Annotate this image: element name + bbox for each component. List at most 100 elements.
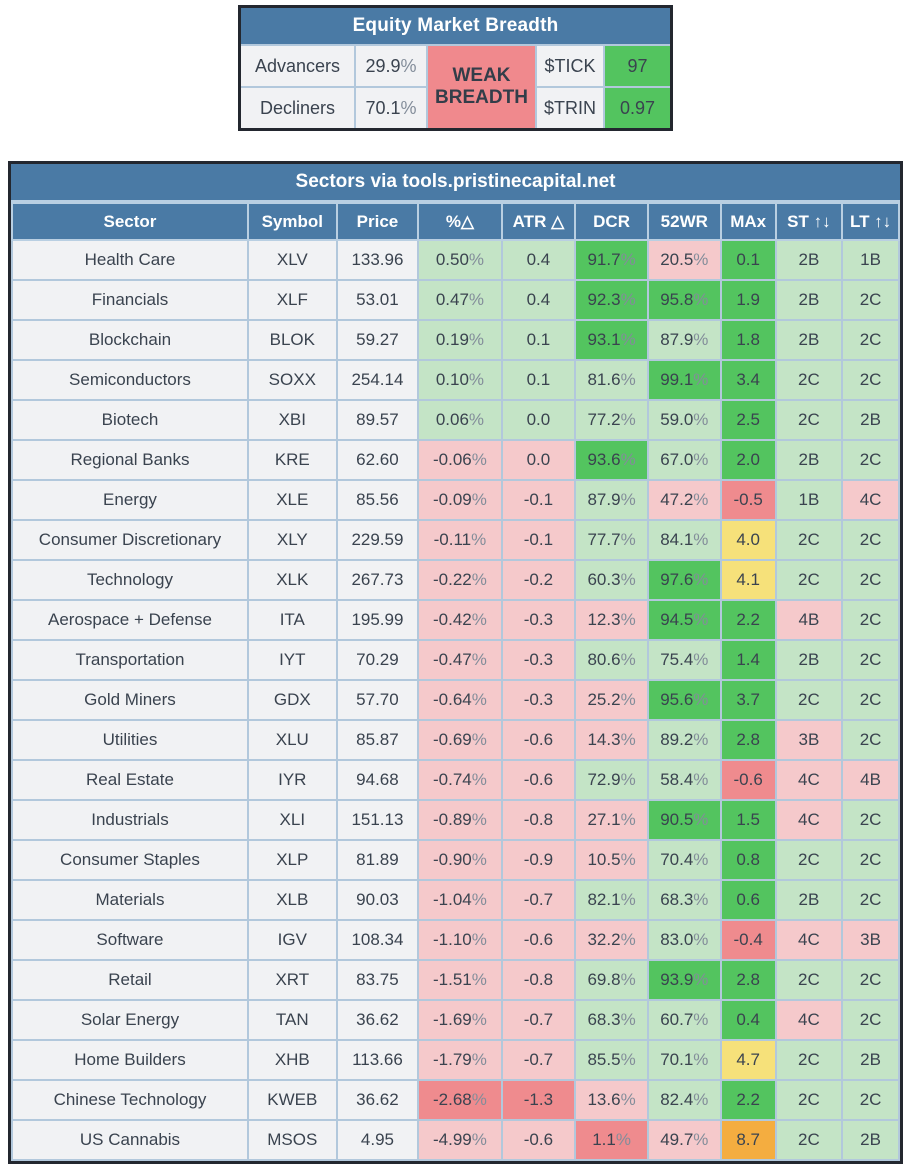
- cell-sector: Materials: [11, 879, 249, 921]
- cell-st-rating: 4C: [774, 799, 844, 841]
- column-header-price[interactable]: Price: [335, 202, 420, 241]
- advancers-label: Advancers: [241, 46, 354, 86]
- cell-max: 2.8: [719, 719, 777, 761]
- cell-sector: Technology: [11, 559, 249, 601]
- cell-lt-rating: 4C: [841, 479, 900, 521]
- cell-price: 57.70: [335, 679, 420, 721]
- table-row: Gold Miners GDX 57.70 -0.64% -0.3 25.2% 95.6% 3…: [11, 679, 900, 721]
- cell-st-rating: 2C: [774, 359, 844, 401]
- cell-dcr: 27.1%: [574, 799, 649, 841]
- cell-symbol: XLU: [246, 719, 338, 761]
- cell-dcr: 80.6%: [574, 639, 649, 681]
- column-header-52wr[interactable]: 52WR: [646, 202, 722, 241]
- cell-price: 267.73: [335, 559, 420, 601]
- cell-dcr: 77.7%: [574, 519, 649, 561]
- column-header-symbol[interactable]: Symbol: [246, 202, 338, 241]
- cell-st-rating: 4B: [774, 599, 844, 641]
- cell-52wr: 67.0%: [646, 439, 722, 481]
- cell-atr-change: 0.1: [500, 359, 577, 401]
- cell-pct-change: -0.06%: [417, 439, 503, 481]
- cell-lt-rating: 2C: [841, 559, 900, 601]
- cell-dcr: 85.5%: [574, 1039, 649, 1081]
- column-header-lt-rating[interactable]: LT ↑↓: [841, 202, 900, 241]
- cell-atr-change: -0.7: [500, 1039, 577, 1081]
- cell-price: 36.62: [335, 999, 420, 1041]
- cell-52wr: 49.7%: [646, 1119, 722, 1161]
- cell-sector: Software: [11, 919, 249, 961]
- cell-price: 85.87: [335, 719, 420, 761]
- cell-symbol: IGV: [246, 919, 338, 961]
- column-header-max[interactable]: MAx: [719, 202, 777, 241]
- cell-max: 1.5: [719, 799, 777, 841]
- cell-sector: Energy: [11, 479, 249, 521]
- cell-52wr: 60.7%: [646, 999, 722, 1041]
- cell-dcr: 87.9%: [574, 479, 649, 521]
- column-header-sector[interactable]: Sector: [11, 202, 249, 241]
- cell-dcr: 13.6%: [574, 1079, 649, 1121]
- cell-lt-rating: 2B: [841, 1119, 900, 1161]
- table-row: Industrials XLI 151.13 -0.89% -0.8 27.1% 90.5%…: [11, 799, 900, 841]
- table-row: Health Care XLV 133.96 0.50% 0.4 91.7% 20.5% 0.…: [11, 239, 900, 281]
- cell-symbol: BLOK: [246, 319, 338, 361]
- table-row: Regional Banks KRE 62.60 -0.06% 0.0 93.6% 67.0…: [11, 439, 900, 481]
- cell-lt-rating: 1B: [841, 239, 900, 281]
- cell-max: 3.7: [719, 679, 777, 721]
- cell-st-rating: 2B: [774, 439, 844, 481]
- cell-lt-rating: 3B: [841, 919, 900, 961]
- column-header-atr-change[interactable]: ATR △: [500, 202, 577, 241]
- cell-atr-change: -0.7: [500, 879, 577, 921]
- cell-sector: Regional Banks: [11, 439, 249, 481]
- trin-label: $TRIN: [537, 88, 603, 128]
- cell-st-rating: 2B: [774, 639, 844, 681]
- cell-pct-change: -0.69%: [417, 719, 503, 761]
- table-row: Materials XLB 90.03 -1.04% -0.7 82.1% 68.3% 0.6…: [11, 879, 900, 921]
- cell-dcr: 14.3%: [574, 719, 649, 761]
- column-header-pct-change[interactable]: %△: [417, 202, 503, 241]
- cell-max: -0.6: [719, 759, 777, 801]
- column-header-st-rating[interactable]: ST ↑↓: [774, 202, 844, 241]
- column-header-dcr[interactable]: DCR: [574, 202, 649, 241]
- cell-symbol: XLY: [246, 519, 338, 561]
- cell-max: 0.4: [719, 999, 777, 1041]
- cell-st-rating: 2C: [774, 1079, 844, 1121]
- cell-dcr: 25.2%: [574, 679, 649, 721]
- cell-max: -0.5: [719, 479, 777, 521]
- table-row: Transportation IYT 70.29 -0.47% -0.3 80.6% 75.…: [11, 639, 900, 681]
- cell-atr-change: -0.1: [500, 479, 577, 521]
- table-row: Software IGV 108.34 -1.10% -0.6 32.2% 83.0% -0.…: [11, 919, 900, 961]
- cell-52wr: 83.0%: [646, 919, 722, 961]
- cell-pct-change: -1.69%: [417, 999, 503, 1041]
- cell-symbol: XLE: [246, 479, 338, 521]
- table-row: Real Estate IYR 94.68 -0.74% -0.6 72.9% 58.4% -…: [11, 759, 900, 801]
- cell-lt-rating: 2C: [841, 1079, 900, 1121]
- cell-price: 133.96: [335, 239, 420, 281]
- cell-st-rating: 2C: [774, 679, 844, 721]
- cell-52wr: 75.4%: [646, 639, 722, 681]
- cell-sector: Industrials: [11, 799, 249, 841]
- cell-max: 8.7: [719, 1119, 777, 1161]
- cell-sector: Consumer Discretionary: [11, 519, 249, 561]
- cell-price: 85.56: [335, 479, 420, 521]
- cell-52wr: 93.9%: [646, 959, 722, 1001]
- cell-pct-change: -0.42%: [417, 599, 503, 641]
- cell-pct-change: 0.19%: [417, 319, 503, 361]
- cell-dcr: 93.1%: [574, 319, 649, 361]
- cell-lt-rating: 2C: [841, 599, 900, 641]
- cell-atr-change: -0.6: [500, 719, 577, 761]
- cell-dcr: 12.3%: [574, 599, 649, 641]
- breadth-grid: Advancers 29.9% WEAK BREADTH $TICK 97 De…: [241, 44, 670, 128]
- table-row: Retail XRT 83.75 -1.51% -0.8 69.8% 93.9% 2.8 2C 2…: [11, 959, 900, 1001]
- cell-lt-rating: 2C: [841, 879, 900, 921]
- cell-dcr: 81.6%: [574, 359, 649, 401]
- cell-price: 229.59: [335, 519, 420, 561]
- cell-52wr: 59.0%: [646, 399, 722, 441]
- table-row: Utilities XLU 85.87 -0.69% -0.6 14.3% 89.2% 2.8…: [11, 719, 900, 761]
- cell-symbol: IYR: [246, 759, 338, 801]
- cell-dcr: 1.1%: [574, 1119, 649, 1161]
- cell-symbol: XRT: [246, 959, 338, 1001]
- cell-price: 81.89: [335, 839, 420, 881]
- cell-atr-change: -0.3: [500, 679, 577, 721]
- cell-st-rating: 1B: [774, 479, 844, 521]
- table-row: Chinese Technology KWEB 36.62 -2.68% -1.3 13.…: [11, 1079, 900, 1121]
- cell-price: 151.13: [335, 799, 420, 841]
